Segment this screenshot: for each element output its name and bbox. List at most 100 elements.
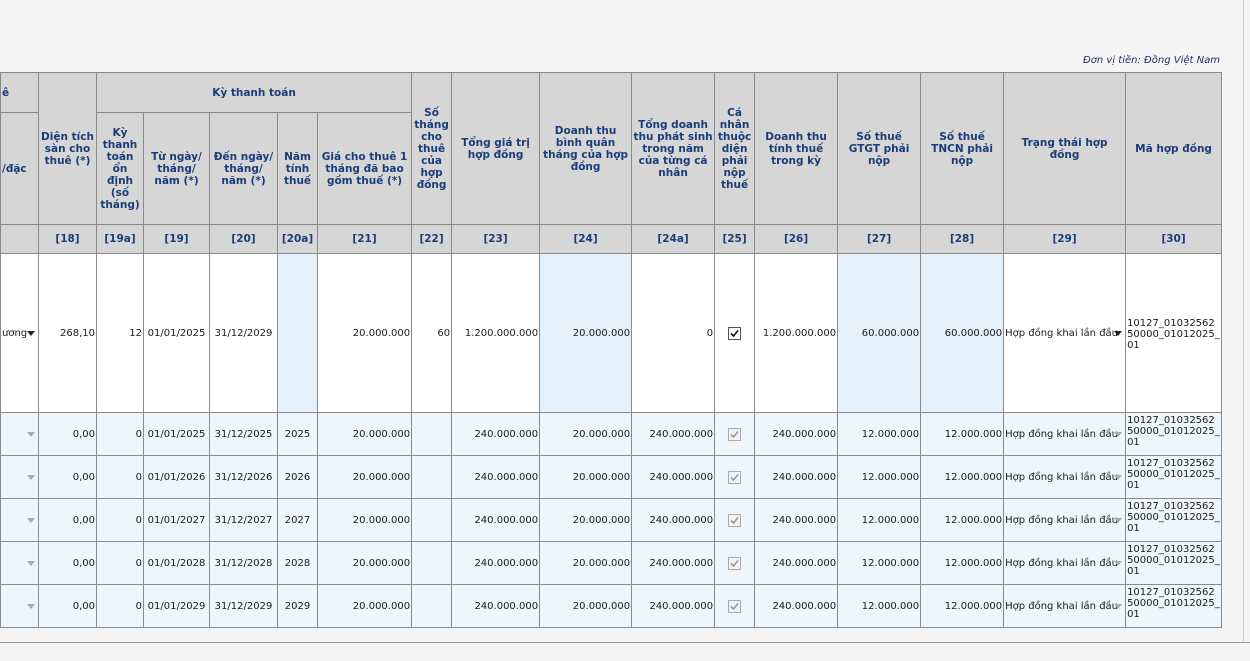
- checkbox: [728, 513, 742, 527]
- cell: 240.000.000: [451, 412, 541, 456]
- check-mark: [730, 329, 739, 337]
- dropdown-arrow[interactable]: [27, 475, 35, 480]
- column-header: Trạng thái hợp đồng: [1003, 72, 1127, 225]
- column-code: [30]: [1125, 224, 1223, 254]
- dropdown-arrow[interactable]: [27, 561, 35, 566]
- dropdown-arrow[interactable]: [27, 432, 35, 437]
- check-mark: [730, 430, 739, 438]
- dropdown-arrow[interactable]: [1114, 561, 1123, 566]
- column-code: [18]: [38, 224, 97, 254]
- dropdown-arrow[interactable]: [27, 604, 35, 609]
- cell: 20.000.000: [539, 455, 633, 499]
- cell: 240.000.000: [754, 584, 839, 628]
- cell: 240.000.000: [631, 412, 716, 456]
- cell: [277, 253, 318, 413]
- status-select[interactable]: Hợp đồng khai lần đầu: [1003, 455, 1127, 499]
- cell: 268,10: [38, 253, 97, 413]
- column-header: Số thuế GTGT phải nộp: [837, 72, 922, 225]
- data-row: 0,00 0 01/01/2027 31/12/2027 2027 20.000.000 2…: [0, 498, 1223, 542]
- cell: 240.000.000: [631, 498, 716, 542]
- status-select[interactable]: Hợp đồng khai lần đầu: [1003, 412, 1127, 456]
- dropdown-arrow[interactable]: [27, 518, 35, 523]
- column-header: Số thuế TNCN phải nộp: [920, 72, 1005, 225]
- header-row: /đặc Kỳ thanh toán ổn định (số tháng) Từ…: [0, 112, 1222, 225]
- currency-note: Đơn vị tiền: Đồng Việt Nam: [1083, 55, 1220, 66]
- cell: 20.000.000: [316, 253, 413, 413]
- code-row: [18] [19a] [19] [20] [20a] [21] [22] [23] [24] [2…: [0, 224, 1223, 254]
- column-code: [21]: [316, 224, 413, 254]
- cell: 240.000.000: [631, 541, 716, 585]
- dropdown-arrow[interactable]: [1114, 331, 1123, 336]
- footer-line: [0, 642, 1250, 643]
- check-mark: [730, 559, 739, 567]
- cell: [714, 584, 756, 628]
- cell: 60.000.000: [837, 253, 922, 413]
- checkbox[interactable]: [728, 326, 742, 340]
- cell: 10127_0103256250000_01012025_01: [1125, 455, 1223, 499]
- cell: 0,00: [38, 455, 97, 499]
- select-cell[interactable]: [0, 412, 39, 456]
- cell: [411, 455, 453, 499]
- group-header: Kỳ thanh toán: [95, 72, 413, 113]
- cell: 12.000.000: [920, 455, 1005, 499]
- cell: 31/12/2026: [209, 455, 278, 499]
- cell: 240.000.000: [451, 584, 541, 628]
- cell: [411, 541, 453, 585]
- cell: 20.000.000: [316, 412, 413, 456]
- cell: 240.000.000: [631, 455, 716, 499]
- cell: 0: [631, 253, 716, 413]
- cell: 2029: [277, 584, 318, 628]
- select-cell[interactable]: [0, 584, 39, 628]
- column-code: [19a]: [96, 224, 144, 254]
- cell: 10127_0103256250000_01012025_01: [1125, 253, 1223, 413]
- cell: 12.000.000: [837, 541, 922, 585]
- checkbox: [728, 599, 742, 613]
- cell: [411, 584, 453, 628]
- dropdown-arrow[interactable]: [1114, 604, 1123, 609]
- checkbox: [728, 427, 742, 441]
- select-cell[interactable]: ương: [0, 253, 39, 413]
- cell: 12.000.000: [837, 412, 922, 456]
- cell: 12.000.000: [920, 541, 1005, 585]
- cell: 240.000.000: [754, 412, 839, 456]
- dropdown-arrow[interactable]: [27, 331, 35, 336]
- column-header: Doanh thu bình quân tháng của hợp đồng: [539, 72, 633, 225]
- select-cell[interactable]: [0, 541, 39, 585]
- column-header: /đặc: [0, 112, 39, 225]
- cell: 2028: [277, 541, 318, 585]
- cell: 12.000.000: [837, 455, 922, 499]
- column-code: [25]: [714, 224, 756, 254]
- select-cell[interactable]: [0, 498, 39, 542]
- cell: 2025: [277, 412, 318, 456]
- status-select[interactable]: Hợp đồng khai lần đầu: [1003, 541, 1127, 585]
- cell: 240.000.000: [451, 498, 541, 542]
- data-row: 0,00 0 01/01/2028 31/12/2028 2028 20.000.000 2…: [0, 541, 1223, 585]
- column-header: Đến ngày/ tháng/ năm (*): [209, 112, 278, 225]
- column-header: Cá nhân thuộc diện phải nộp thuế: [714, 72, 756, 225]
- cell: 12.000.000: [837, 584, 922, 628]
- dropdown-arrow[interactable]: [1114, 475, 1123, 480]
- cell: 01/01/2025: [143, 412, 210, 456]
- cell: 1.200.000.000: [754, 253, 839, 413]
- dropdown-arrow[interactable]: [1114, 432, 1123, 437]
- column-code: [19]: [143, 224, 210, 254]
- column-header: Tổng giá trị hợp đồng: [451, 72, 541, 225]
- cell: 31/12/2025: [209, 412, 278, 456]
- data-row: 0,00 0 01/01/2029 31/12/2029 2029 20.000.000 2…: [0, 584, 1223, 628]
- status-select[interactable]: Hợp đồng khai lần đầu: [1003, 253, 1127, 413]
- status-select[interactable]: Hợp đồng khai lần đầu: [1003, 498, 1127, 542]
- cell: [714, 455, 756, 499]
- select-cell[interactable]: [0, 455, 39, 499]
- dropdown-arrow[interactable]: [1114, 518, 1123, 523]
- cell: [714, 541, 756, 585]
- column-code: [24a]: [631, 224, 716, 254]
- status-select[interactable]: Hợp đồng khai lần đầu: [1003, 584, 1127, 628]
- cell: 0,00: [38, 412, 97, 456]
- scroll-edge: [1243, 0, 1244, 642]
- cell: 31/12/2027: [209, 498, 278, 542]
- cell: 01/01/2028: [143, 541, 210, 585]
- header-row-group: ê Diện tích sàn cho thuê (*) Kỳ thanh to…: [0, 72, 1223, 225]
- cell: 240.000.000: [451, 541, 541, 585]
- cell: 12.000.000: [920, 412, 1005, 456]
